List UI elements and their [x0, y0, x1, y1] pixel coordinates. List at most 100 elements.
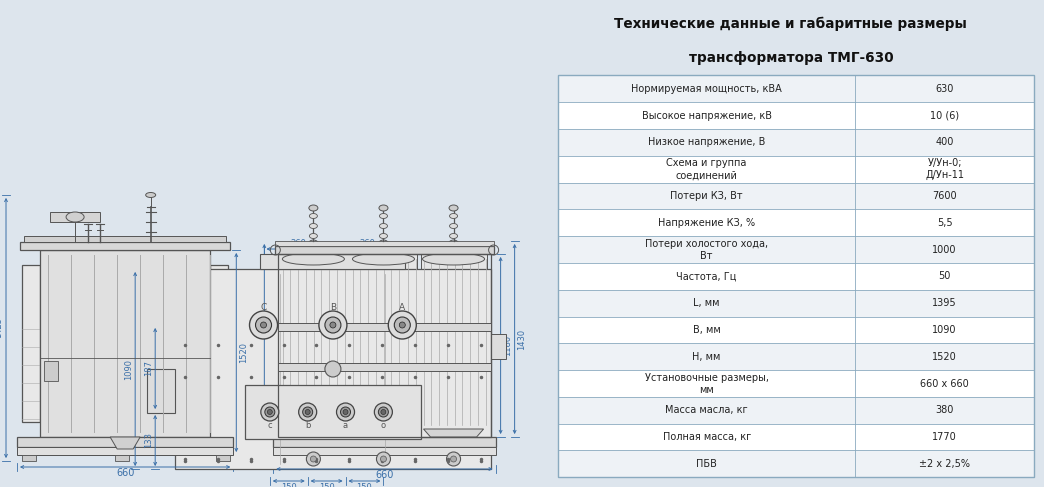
- Text: Установочные размеры,
мм: Установочные размеры, мм: [644, 373, 768, 394]
- Ellipse shape: [450, 213, 457, 219]
- Text: 1520: 1520: [239, 342, 247, 363]
- Circle shape: [336, 403, 355, 421]
- Polygon shape: [283, 429, 343, 437]
- Text: a: a: [343, 422, 348, 431]
- Bar: [279, 254, 491, 437]
- Circle shape: [325, 317, 341, 333]
- Text: 1430: 1430: [517, 328, 526, 350]
- Circle shape: [388, 311, 417, 339]
- Bar: [557, 183, 1034, 209]
- Bar: [351, 254, 417, 429]
- Circle shape: [305, 410, 310, 414]
- Text: 1180: 1180: [503, 335, 513, 356]
- Text: 660: 660: [375, 470, 394, 480]
- Text: У/Ун-0;
Д/Ун-11: У/Ун-0; Д/Ун-11: [925, 158, 964, 180]
- Circle shape: [325, 361, 341, 377]
- Text: 660 х 660: 660 х 660: [920, 378, 969, 389]
- Ellipse shape: [450, 224, 457, 228]
- Text: Высокое напряжение, кВ: Высокое напряжение, кВ: [642, 111, 772, 121]
- Bar: [40, 250, 210, 437]
- Text: 1000: 1000: [932, 244, 957, 255]
- Ellipse shape: [379, 205, 388, 211]
- Polygon shape: [424, 429, 483, 437]
- Text: трансформатора ТМГ-630: трансформатора ТМГ-630: [688, 51, 894, 65]
- Text: Частота, Гц: Частота, Гц: [677, 271, 737, 281]
- Text: 1395: 1395: [932, 298, 957, 308]
- Circle shape: [395, 317, 410, 333]
- Text: 150: 150: [318, 483, 334, 487]
- Bar: [557, 263, 1034, 290]
- Bar: [147, 369, 175, 413]
- Circle shape: [377, 452, 390, 466]
- Ellipse shape: [379, 224, 387, 228]
- Bar: [557, 209, 1034, 236]
- Bar: [557, 397, 1034, 424]
- Circle shape: [375, 403, 393, 421]
- Bar: [22, 265, 40, 422]
- Bar: [557, 317, 1034, 343]
- Text: c: c: [267, 422, 272, 431]
- Ellipse shape: [309, 233, 317, 239]
- Bar: [491, 334, 505, 359]
- Bar: [260, 254, 405, 269]
- Circle shape: [451, 456, 456, 462]
- Ellipse shape: [66, 212, 85, 222]
- Circle shape: [340, 407, 351, 417]
- Text: 5,5: 5,5: [936, 218, 952, 228]
- Circle shape: [330, 322, 336, 328]
- Bar: [557, 450, 1034, 477]
- Bar: [557, 343, 1034, 370]
- Text: Масса масла, кг: Масса масла, кг: [665, 405, 748, 415]
- Text: 1770: 1770: [932, 432, 957, 442]
- Bar: [279, 323, 491, 331]
- Ellipse shape: [309, 205, 317, 211]
- Circle shape: [380, 456, 386, 462]
- Circle shape: [318, 311, 347, 339]
- Circle shape: [299, 403, 316, 421]
- Text: 50: 50: [939, 271, 951, 281]
- Bar: [44, 361, 58, 381]
- Text: Потери КЗ, Вт: Потери КЗ, Вт: [670, 191, 743, 201]
- Circle shape: [261, 322, 266, 328]
- Text: 1425: 1425: [0, 318, 3, 338]
- Text: 7600: 7600: [932, 191, 957, 201]
- Bar: [17, 447, 233, 455]
- Bar: [557, 236, 1034, 263]
- Ellipse shape: [309, 213, 317, 219]
- Bar: [557, 129, 1034, 156]
- Text: 133: 133: [144, 432, 152, 449]
- Ellipse shape: [146, 192, 156, 198]
- Ellipse shape: [379, 233, 387, 239]
- Circle shape: [381, 410, 386, 414]
- Bar: [244, 385, 421, 439]
- Bar: [281, 254, 347, 429]
- Bar: [557, 424, 1034, 450]
- Text: 1520: 1520: [932, 352, 957, 362]
- Bar: [22, 455, 37, 461]
- Text: 630: 630: [935, 84, 954, 94]
- Bar: [17, 437, 233, 447]
- Text: 260: 260: [290, 240, 306, 248]
- Bar: [557, 370, 1034, 397]
- Circle shape: [310, 456, 316, 462]
- Bar: [557, 156, 1034, 183]
- Circle shape: [399, 322, 405, 328]
- Bar: [557, 75, 1034, 102]
- Circle shape: [303, 407, 313, 417]
- Text: 187: 187: [144, 360, 152, 376]
- Text: b: b: [305, 422, 310, 431]
- Text: Полная масса, кг: Полная масса, кг: [663, 432, 751, 442]
- Text: C: C: [260, 302, 266, 312]
- Bar: [557, 102, 1034, 129]
- Bar: [279, 363, 491, 372]
- Text: Напряжение КЗ, %: Напряжение КЗ, %: [658, 218, 755, 228]
- Ellipse shape: [450, 233, 457, 239]
- Ellipse shape: [423, 253, 484, 265]
- Text: Нормируемая мощность, кВА: Нормируемая мощность, кВА: [632, 84, 782, 94]
- Bar: [210, 265, 229, 422]
- Text: 10 (6): 10 (6): [930, 111, 959, 121]
- Text: 660: 660: [116, 468, 135, 478]
- Bar: [24, 236, 227, 242]
- Ellipse shape: [309, 224, 317, 228]
- Text: L, мм: L, мм: [693, 298, 720, 308]
